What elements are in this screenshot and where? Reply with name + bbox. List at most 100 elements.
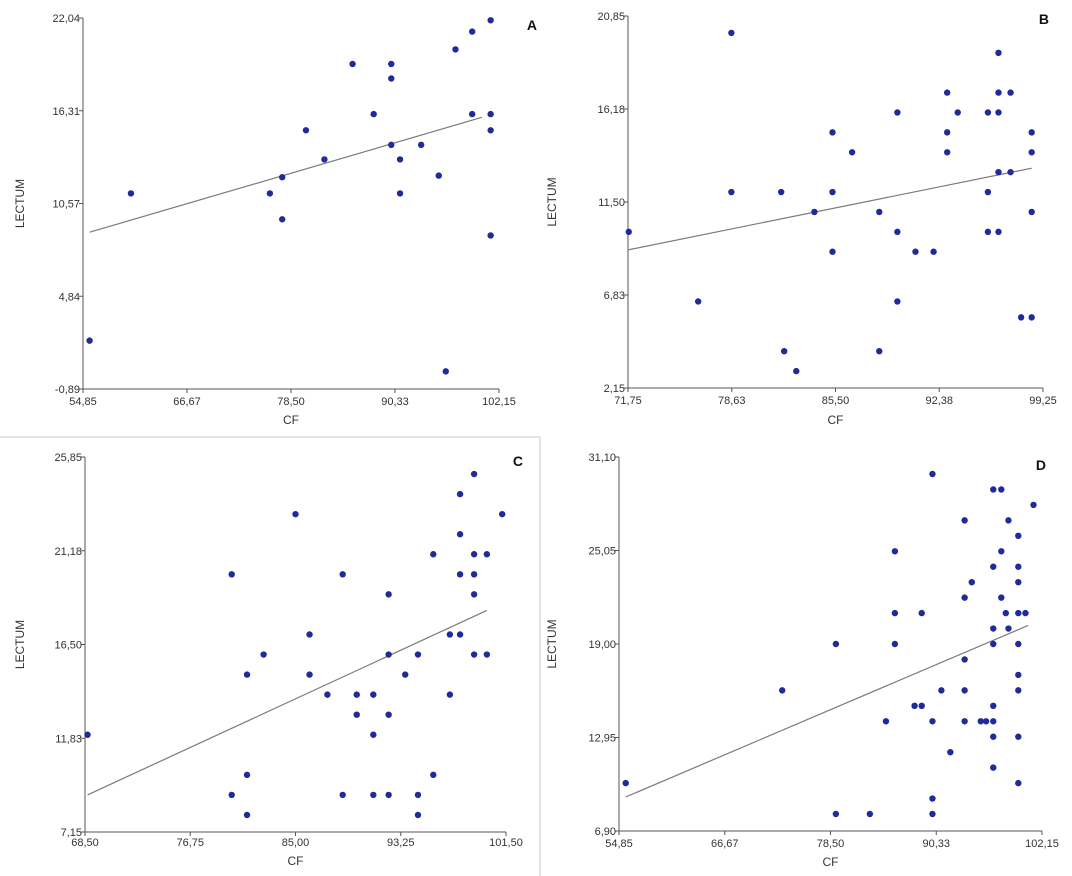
data-point [470,571,478,578]
data-point [943,89,951,96]
data-point [811,208,818,216]
data-point [894,298,901,305]
x-tick-label: 78,50 [277,396,305,408]
y-tick-label: -0,89 [55,384,80,396]
x-tick-label: 102,15 [482,396,516,408]
data-point [84,731,91,738]
data-point [1015,578,1022,586]
data-point [728,29,735,37]
data-point [911,702,918,710]
data-point [982,718,990,725]
data-point [396,190,404,197]
data-point [990,702,997,710]
panel-letter: A [527,17,537,33]
panel-letter: B [1039,11,1049,27]
data-point [487,127,494,134]
data-point [998,486,1005,493]
y-tick-label: 2,15 [604,383,625,395]
data-point [487,232,494,239]
data-point [968,578,975,586]
data-point [984,109,992,116]
data-point [918,702,925,710]
data-point [961,517,968,524]
data-point [779,687,786,694]
data-point [984,228,992,236]
x-tick-label: 66,67 [711,838,739,850]
x-tick-label: 68,50 [71,837,99,849]
x-tick-label: 54,85 [605,838,633,850]
data-point [370,791,377,799]
data-point [266,190,274,197]
data-point [918,609,925,617]
data-point [292,510,299,518]
data-point [894,228,901,236]
x-tick-label: 90,33 [381,396,409,408]
data-point [414,651,422,658]
data-point [470,591,478,598]
data-point [930,248,937,255]
y-axis-title: LECTUM [13,179,27,228]
data-point [728,188,735,196]
y-tick-label: 16,18 [597,104,625,116]
data-point [349,60,356,68]
data-point [622,779,629,787]
data-point [306,671,313,678]
data-point [954,109,961,116]
data-point [1015,532,1022,540]
data-point [848,149,856,156]
data-point [127,190,135,197]
data-point [694,298,702,305]
data-point [1030,501,1037,509]
regression-line [87,609,488,796]
x-tick-label: 54,85 [69,396,97,408]
data-point [961,687,968,694]
data-point [446,691,454,698]
data-point [947,748,954,756]
data-point [995,228,1002,236]
x-axis-title: CF [288,854,304,868]
y-tick-label: 11,50 [598,197,625,209]
data-point [995,109,1002,116]
data-point [882,718,890,725]
data-point [302,127,310,134]
data-point [388,75,395,82]
data-point [832,810,840,818]
data-point [961,656,968,663]
data-point [1015,733,1022,740]
data-point [876,208,883,216]
data-point [470,651,478,658]
data-point [990,625,997,632]
data-point [961,718,968,725]
data-point [990,486,997,493]
y-axis-title: LECTUM [545,619,559,668]
x-tick-label: 71,75 [614,395,642,407]
data-point [324,691,331,698]
data-point [990,733,997,740]
y-tick-label: 25,05 [588,546,616,558]
data-point [829,129,836,136]
data-point [228,571,235,578]
data-point [866,810,874,818]
data-point [468,28,476,35]
data-point [470,551,478,558]
data-point [912,248,919,255]
data-point [961,594,968,601]
data-point [452,46,459,53]
data-point [370,110,377,118]
data-point [929,718,936,725]
data-point [446,631,454,638]
data-point [1028,208,1035,216]
data-point [1028,149,1035,156]
data-point [929,470,936,478]
data-point [998,594,1005,601]
data-point [456,490,464,498]
data-point [468,110,476,118]
data-point [483,651,491,658]
data-point [998,548,1005,555]
data-point [829,188,836,196]
data-point [1005,517,1012,524]
data-point [777,188,785,196]
data-point [321,156,328,163]
panel-letter: D [1036,457,1046,473]
